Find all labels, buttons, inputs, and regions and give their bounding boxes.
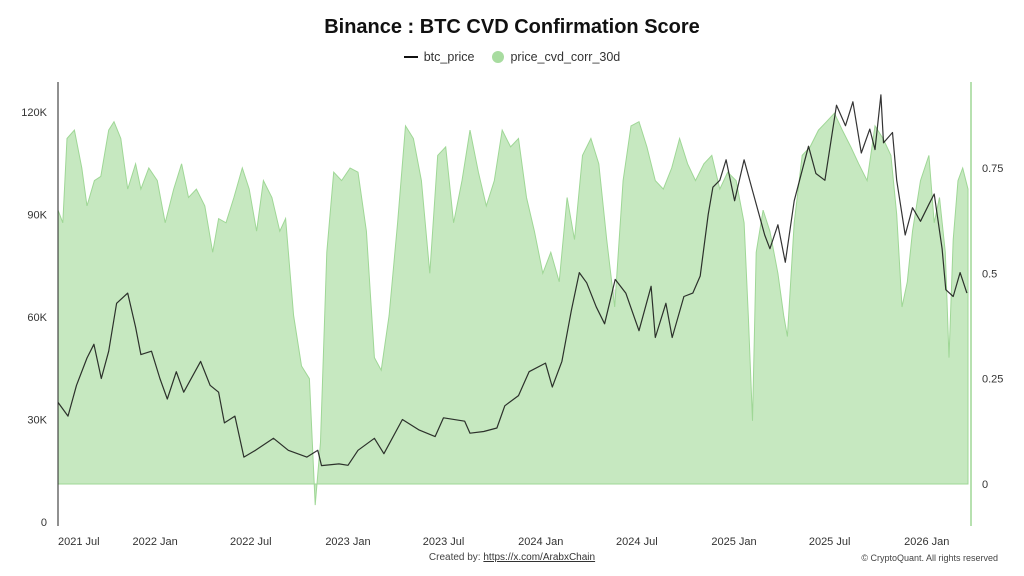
x-tick-label: 2023 Jan bbox=[325, 536, 370, 548]
created-by-label: Created by: bbox=[428, 552, 481, 563]
x-tick-label: 2022 Jan bbox=[133, 536, 178, 548]
y-left-tick-label: 120K bbox=[21, 107, 47, 119]
y-left-tick-label: 30K bbox=[27, 415, 47, 427]
x-tick-label: 2022 Jul bbox=[230, 536, 272, 548]
price-line-layer bbox=[57, 94, 968, 467]
chart-legend: btc_price price_cvd_corr_30d bbox=[0, 50, 1024, 64]
x-tick-label: 2025 Jul bbox=[809, 536, 851, 548]
created-by-link[interactable]: https://x.com/ArabxChain bbox=[483, 552, 596, 563]
legend-item-price-cvd-corr[interactable]: price_cvd_corr_30d bbox=[492, 50, 620, 64]
footer-copyright: © CryptoQuant. All rights reserved bbox=[861, 553, 998, 563]
corr-area-layer bbox=[57, 112, 969, 506]
x-tick-label: 2024 Jul bbox=[616, 536, 658, 548]
legend-label-price-cvd-corr: price_cvd_corr_30d bbox=[510, 50, 621, 64]
btc-price-line bbox=[57, 94, 968, 467]
chart-title: Binance : BTC CVD Confirmation Score bbox=[324, 16, 700, 38]
x-tick-label: 2026 Jan bbox=[904, 536, 949, 548]
legend-item-btc-price[interactable]: btc_price bbox=[403, 50, 475, 64]
y-right-tick-label: 0.5 bbox=[982, 268, 997, 280]
y-left-tick-label: 60K bbox=[27, 312, 47, 324]
x-tick-label: 2021 Jul bbox=[58, 536, 100, 548]
footer-created-by: Created by: https://x.com/ArabxChain bbox=[0, 552, 1024, 563]
x-tick-label: 2023 Jul bbox=[423, 536, 465, 548]
x-tick-label: 2024 Jan bbox=[518, 536, 563, 548]
legend-line-swatch bbox=[403, 56, 418, 58]
y-right-tick-label: 0.25 bbox=[982, 374, 1003, 386]
x-tick-label: 2025 Jan bbox=[711, 536, 756, 548]
y-left-tick-label: 0 bbox=[41, 517, 47, 529]
corr-area-series bbox=[57, 112, 969, 506]
y-right-tick-label: 0.75 bbox=[982, 163, 1003, 175]
y-right-tick-label: 0 bbox=[982, 479, 988, 491]
axis-layer: 0 30K 60K 90K 120K 0 0.25 0.5 0.75 2021 Jul 2022 J… bbox=[21, 82, 1003, 548]
legend-label-btc-price: btc_price bbox=[423, 50, 475, 64]
y-left-tick-label: 90K bbox=[27, 210, 47, 222]
legend-dot-swatch bbox=[492, 51, 505, 63]
